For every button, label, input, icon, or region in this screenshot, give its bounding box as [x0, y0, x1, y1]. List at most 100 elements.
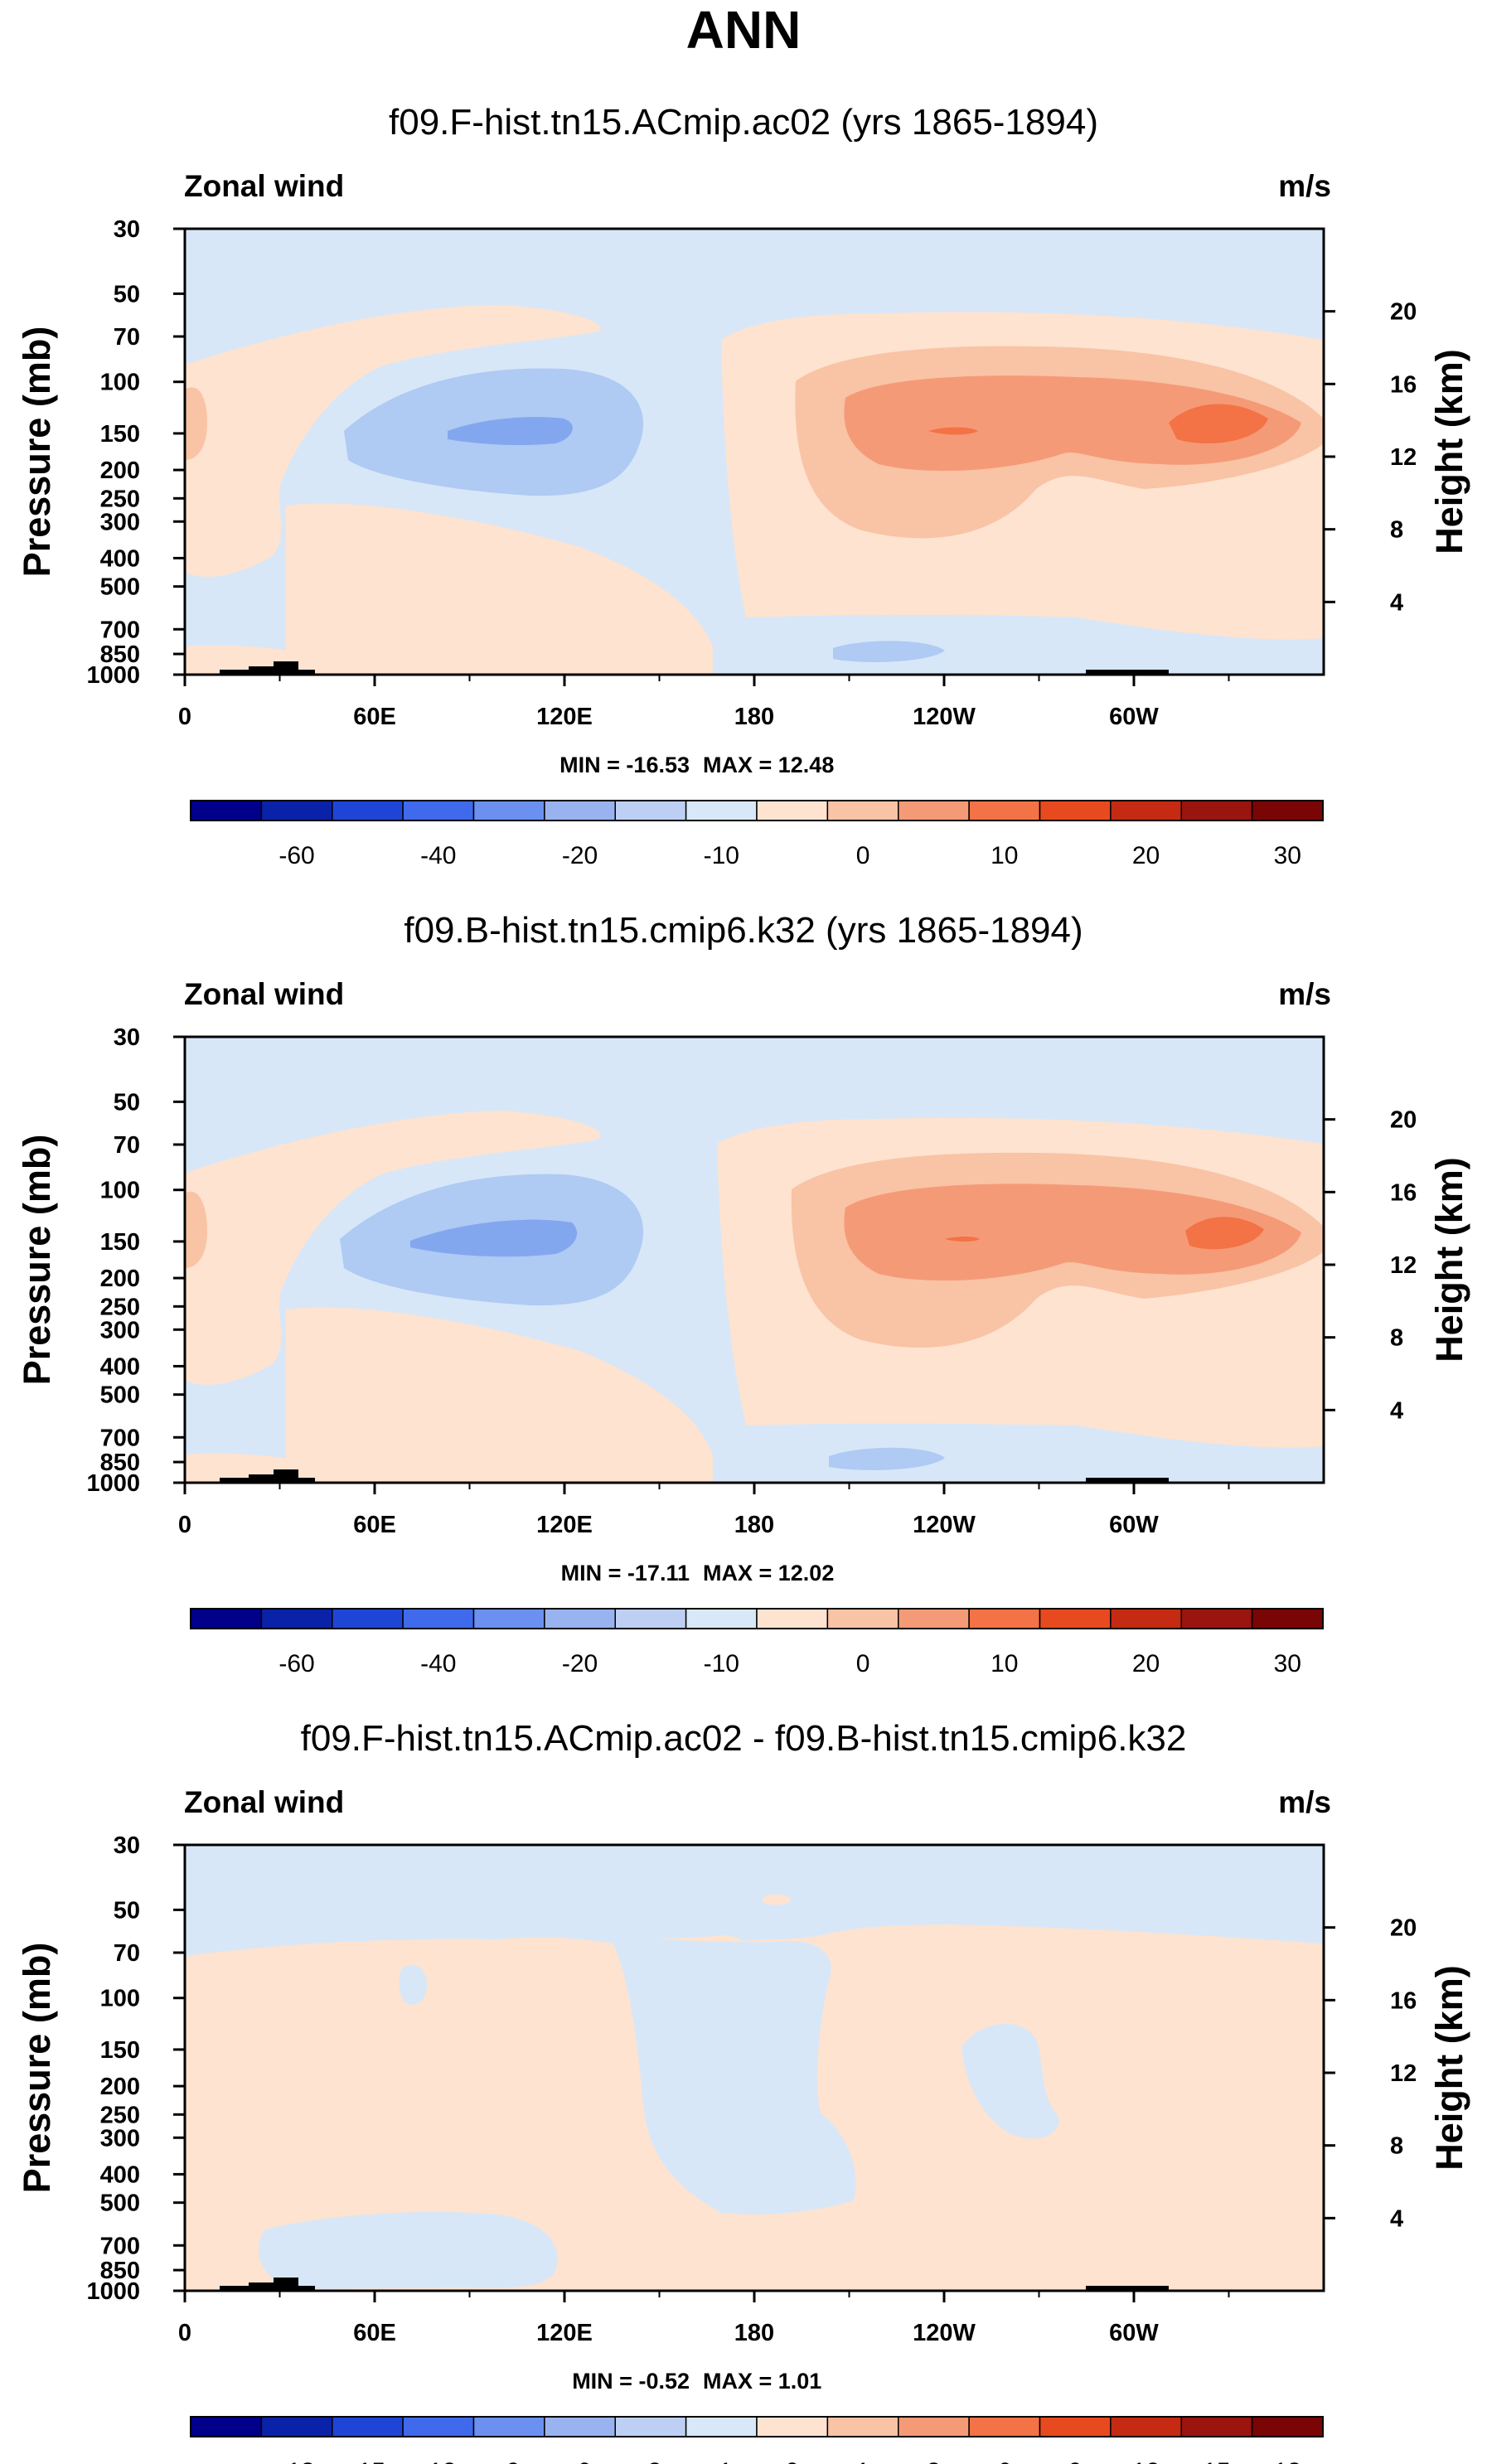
colorbar-label: -40 [420, 1650, 456, 1677]
max-label: MAX = 12.48 [703, 753, 834, 777]
y-tick-label: 70 [114, 324, 140, 351]
colorbar-box [402, 800, 475, 821]
negative-patch-small [399, 1965, 427, 2005]
y-tick-label: 300 [100, 1317, 140, 1343]
colorbar-box [1251, 1608, 1324, 1629]
colorbar-box [898, 800, 970, 821]
colorbar: -60 -40 -20 -10 0 10 20 30 [190, 800, 1324, 869]
x-tick-label: 0 [178, 2320, 191, 2346]
colorbar-label: -60 [279, 842, 314, 869]
colorbar-box [614, 800, 687, 821]
y-tick-label: 400 [100, 545, 140, 572]
colorbar-label: 30 [1274, 1650, 1301, 1677]
colorbar-label: -10 [704, 842, 739, 869]
colorbar-label: 12 [1132, 2458, 1160, 2464]
colorbar-box [685, 800, 758, 821]
colorbar-box [1251, 2416, 1324, 2437]
y-tick-label: 50 [114, 1897, 140, 1924]
x-tick-label: 120W [913, 1512, 976, 1538]
colorbar-box [685, 1608, 758, 1629]
y-tick-label: 30 [114, 216, 140, 243]
westerly-jet-mid [844, 1184, 1301, 1281]
colorbar-box [402, 1608, 475, 1629]
y2-axis: 20 16 12 8 4 [1324, 299, 1417, 616]
colorbar-box [190, 1608, 263, 1629]
units-label: m/s [1278, 169, 1331, 203]
y-tick-label: 100 [100, 370, 140, 396]
colorbar-box [1039, 800, 1112, 821]
y2-tick-label: 20 [1390, 299, 1417, 326]
colorbar-label: -40 [420, 842, 456, 869]
x-axis: 0 60E 120E 180 120W 60W [178, 2291, 1230, 2346]
y-tick-label: 100 [100, 1178, 140, 1204]
y2-axis: 20 16 12 8 4 [1324, 1107, 1417, 1424]
colorbar-box [756, 2416, 829, 2437]
contour-field [185, 1037, 1324, 1483]
y-tick-label: 70 [114, 1940, 140, 1967]
y-tick-label: 70 [114, 1132, 140, 1159]
y-tick-label: 1000 [86, 2278, 140, 2305]
x-tick-label: 120W [913, 704, 976, 730]
y-tick-label: 400 [100, 2161, 140, 2188]
x-tick-label: 120E [536, 1512, 593, 1538]
colorbar-box [826, 800, 899, 821]
y-tick-label: 150 [100, 2037, 140, 2064]
y-tick-label: 50 [114, 281, 140, 307]
variable-label: Zonal wind [184, 977, 344, 1011]
y-tick-label: 500 [100, 1382, 140, 1409]
colorbar-label: 10 [991, 842, 1018, 869]
colorbar-label: -12 [420, 2458, 456, 2464]
max-label: MAX = 1.01 [703, 2369, 821, 2394]
y-tick-label: 300 [100, 2125, 140, 2152]
colorbar-box [544, 2416, 616, 2437]
colorbar-box [332, 2416, 404, 2437]
westerly-jet-core-small [945, 1237, 980, 1242]
x-tick-label: 60E [353, 1512, 396, 1538]
min-label: MIN = -0.52 [572, 2369, 690, 2394]
colorbar-box [1039, 2416, 1112, 2437]
panel-3: f09.F-hist.tn15.ACmip.ac02 - f09.B-hist.… [16, 1718, 1470, 2464]
x-tick-label: 0 [178, 1512, 191, 1538]
colorbar-label: -3 [640, 2458, 662, 2464]
y-tick-label: 100 [100, 1986, 140, 2012]
westerly-jet-core-small [928, 427, 978, 435]
colorbar-label: -20 [562, 842, 598, 869]
y-axis-title: Pressure (mb) [16, 1135, 58, 1386]
y-tick-label: 500 [100, 2190, 140, 2217]
y-tick-label: 200 [100, 1266, 140, 1292]
colorbar-label: -6 [569, 2458, 591, 2464]
y2-axis-title: Height (km) [1428, 1965, 1470, 2171]
colorbar-box [826, 1608, 899, 1629]
colorbar-label: -9 [498, 2458, 521, 2464]
panel-title: f09.B-hist.tn15.cmip6.k32 (yrs 1865-1894… [404, 910, 1083, 951]
colorbar-label: -20 [562, 1650, 598, 1677]
units-label: m/s [1278, 977, 1331, 1011]
colorbar-box [472, 2416, 545, 2437]
edge-westerly-patch [185, 387, 207, 460]
y2-tick-label: 12 [1390, 1252, 1417, 1279]
y-tick-label: 250 [100, 1294, 140, 1320]
colorbar-box [544, 1608, 616, 1629]
colorbar-label: 6 [997, 2458, 1011, 2464]
y2-tick-label: 12 [1390, 444, 1417, 471]
colorbar-label: 9 [1068, 2458, 1083, 2464]
min-label: MIN = -17.11 [561, 1561, 690, 1585]
lower-easterly-patch [829, 1447, 945, 1470]
x-tick-label: 120E [536, 704, 593, 730]
colorbar-label: -60 [279, 1650, 314, 1677]
colorbar-box [544, 800, 616, 821]
colorbar-label: -1 [710, 2458, 733, 2464]
negative-patch-120w [961, 2023, 1059, 2139]
colorbar-box [756, 800, 829, 821]
x-tick-label: 60W [1109, 1512, 1159, 1538]
colorbar-label: -10 [704, 1650, 739, 1677]
colorbar-box [402, 2416, 475, 2437]
y2-tick-label: 8 [1390, 517, 1403, 544]
colorbar-box [685, 2416, 758, 2437]
x-tick-label: 120W [913, 2320, 976, 2346]
colorbar-box [614, 1608, 687, 1629]
x-tick-label: 60E [353, 2320, 396, 2346]
easterly-jet-core [448, 417, 573, 446]
y2-tick-label: 8 [1390, 1325, 1403, 1352]
